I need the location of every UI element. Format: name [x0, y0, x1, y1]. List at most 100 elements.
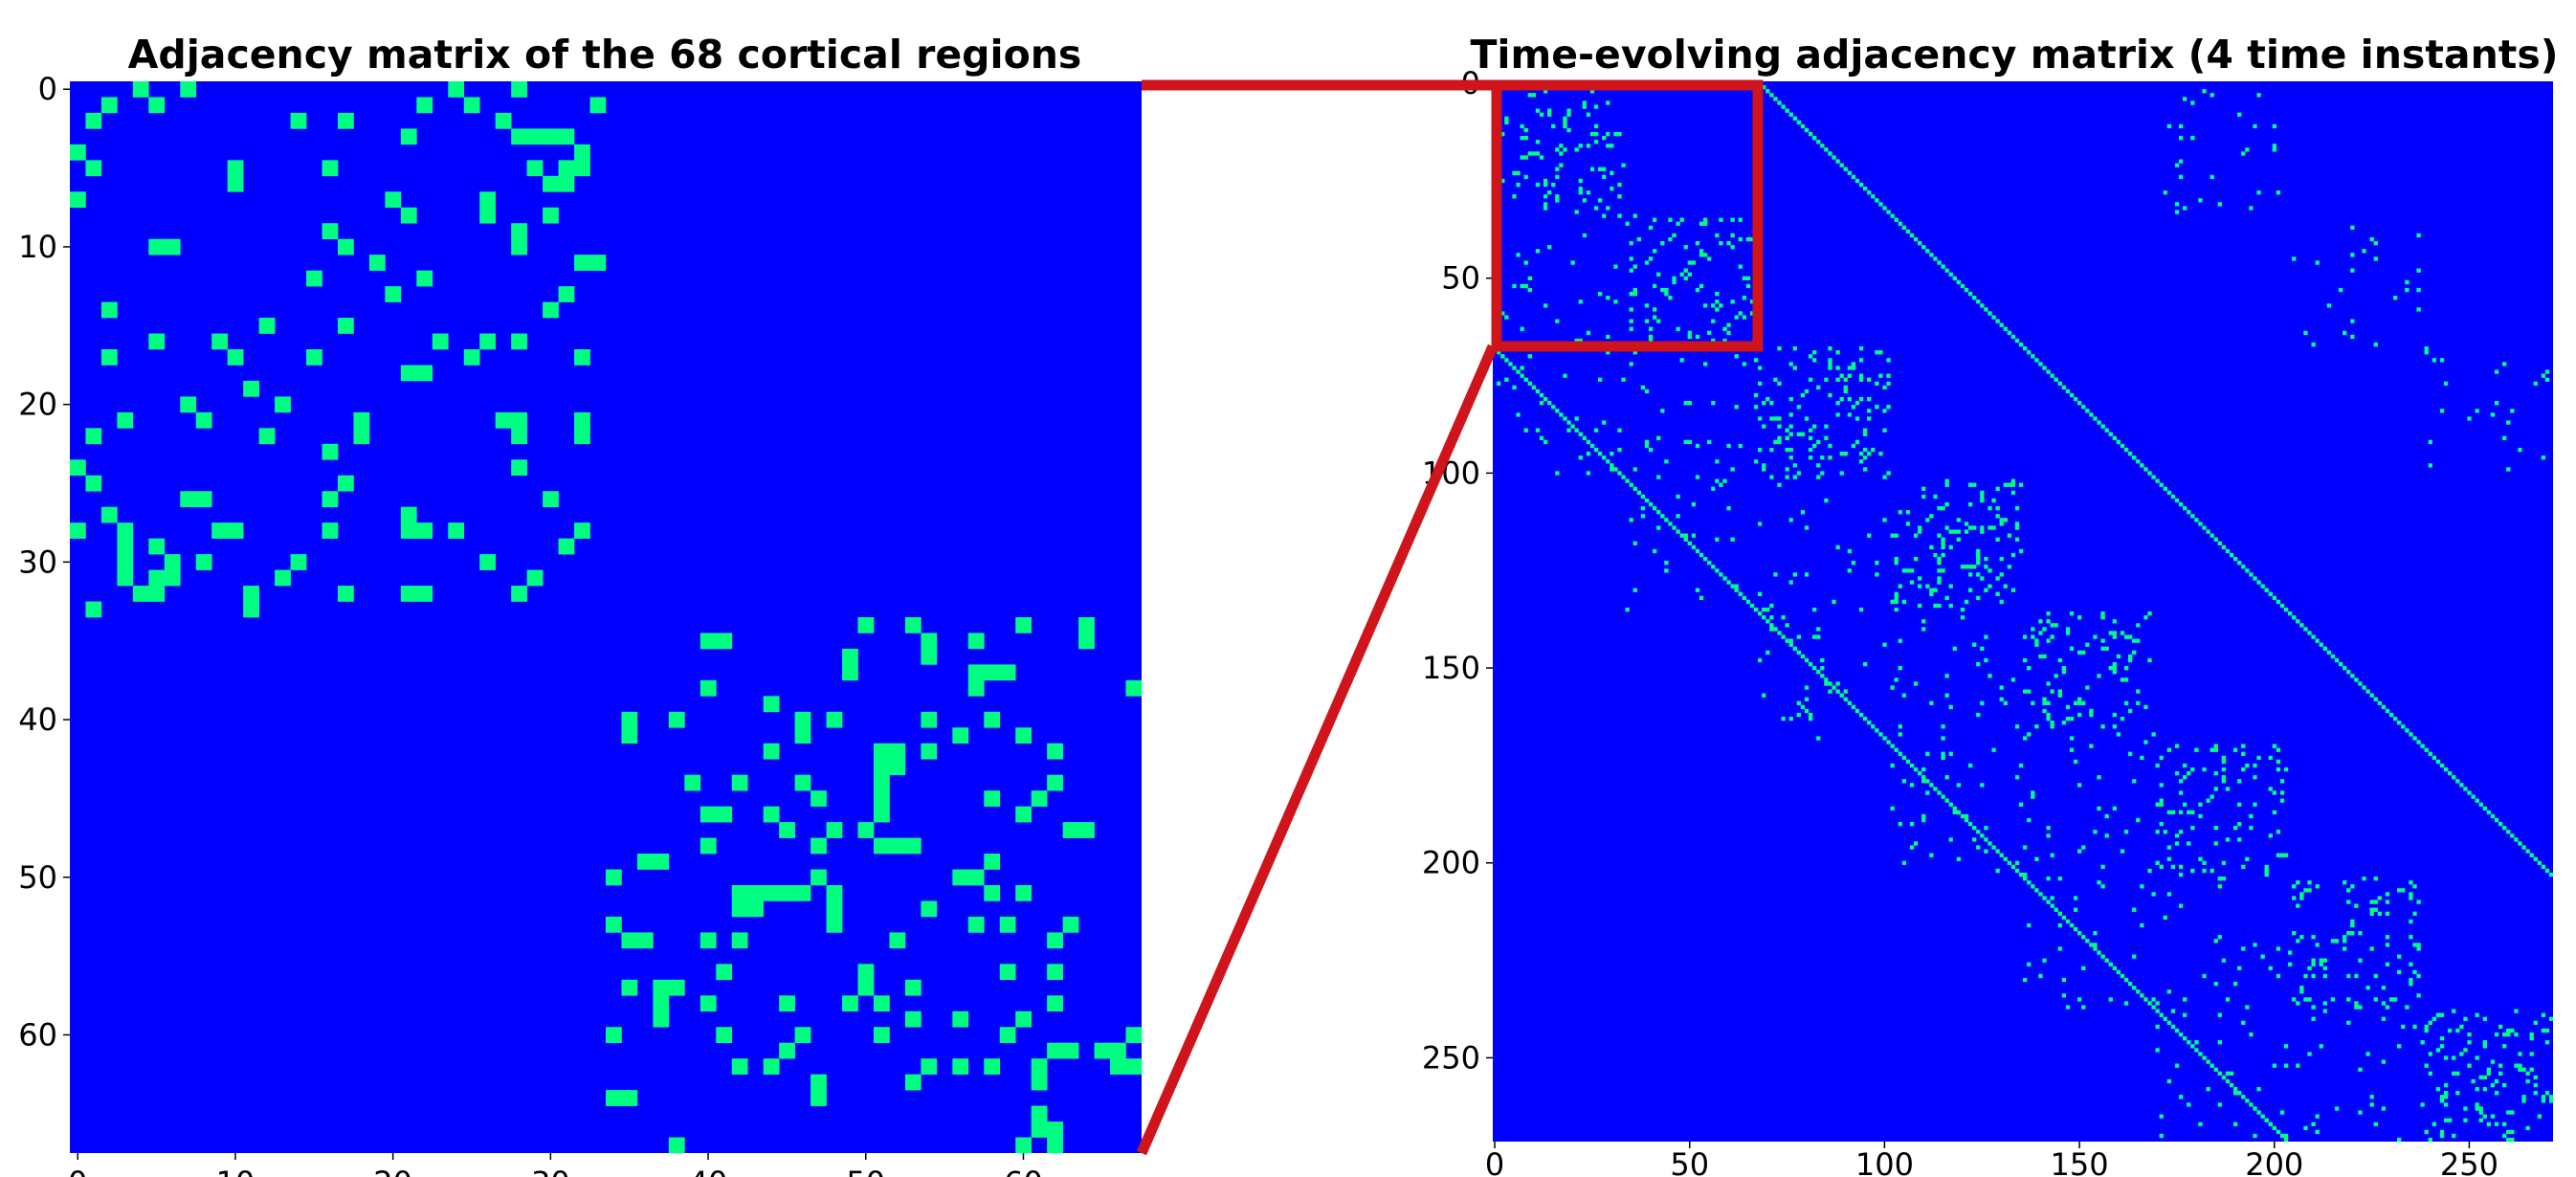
right-heatmap-cell: [1929, 700, 1934, 706]
right-heatmap-cell: [1586, 451, 1591, 456]
right-heatmap-cell: [1788, 642, 1793, 647]
right-heatmap-cell: [2482, 806, 2487, 811]
right-heatmap-cell: [2018, 872, 2024, 877]
right-heatmap-cell: [2143, 997, 2148, 1002]
right-heatmap-cell: [1621, 377, 1626, 382]
right-heatmap-cell: [2241, 1020, 2246, 1026]
right-heatmap-cell: [2093, 931, 2098, 936]
right-heatmap-cell: [2140, 884, 2144, 889]
right-heatmap-cell: [2085, 939, 2090, 944]
right-heatmap-cell: [2541, 373, 2546, 378]
right-heatmap-cell: [2498, 1024, 2503, 1030]
right-heatmap-cell: [2140, 463, 2144, 468]
right-heatmap-cell: [2544, 369, 2550, 374]
right-heatmap-cell: [1816, 385, 1821, 390]
right-heatmap-cell: [2416, 307, 2421, 312]
right-heatmap-cell: [2428, 1071, 2432, 1076]
right-heatmap-cell: [1531, 151, 1537, 156]
right-heatmap-cell: [2163, 830, 2167, 834]
right-heatmap-cell: [2486, 810, 2492, 815]
right-heatmap-cell: [2467, 790, 2472, 795]
left-heatmap-cell: [984, 854, 1001, 870]
right-heatmap-cell: [2108, 432, 2113, 436]
right-heatmap-cell: [1843, 697, 1848, 701]
right-heatmap-cell: [2178, 174, 2184, 180]
right-heatmap-cell: [1999, 556, 2004, 562]
right-heatmap-cell: [2502, 826, 2507, 831]
right-heatmap-cell: [1898, 751, 1902, 756]
right-heatmap-cell: [2288, 611, 2293, 616]
left-heatmap-cell: [700, 633, 717, 650]
right-heatmap-cell: [2401, 888, 2406, 893]
left-heatmap-cell: [668, 711, 685, 728]
right-heatmap-cell: [1617, 213, 1622, 218]
right-heatmap-cell: [1555, 167, 1560, 171]
left-heatmap-cell: [794, 885, 811, 901]
right-heatmap-cell: [1758, 611, 1763, 616]
right-heatmap-cell: [2077, 650, 2082, 655]
right-heatmap-cell: [1691, 260, 1697, 265]
right-heatmap-cell: [2225, 548, 2231, 554]
right-heatmap-cell: [1563, 416, 1567, 421]
right-heatmap-cell: [1862, 467, 1868, 472]
right-heatmap-cell: [1738, 217, 1743, 222]
right-heatmap-cell: [1871, 194, 1876, 199]
right-heatmap-cell: [2077, 997, 2082, 1002]
right-heatmap-cell: [1960, 813, 1965, 819]
right-heatmap-cell: [2159, 1114, 2164, 1119]
right-y-tick-label: 200: [1422, 845, 1480, 881]
right-heatmap-cell: [1640, 514, 1646, 519]
right-heatmap-cell: [1543, 439, 1548, 445]
right-heatmap-cell: [2023, 689, 2028, 694]
right-heatmap-cell: [1702, 362, 1708, 366]
left-heatmap-cell: [779, 1042, 795, 1059]
right-heatmap-cell: [2085, 685, 2090, 690]
right-heatmap-cell: [2548, 1099, 2554, 1103]
right-heatmap-cell: [2268, 591, 2273, 596]
left-heatmap-cell: [1062, 822, 1079, 838]
right-heatmap-cell: [2362, 685, 2366, 690]
right-heatmap-cell: [1653, 307, 1657, 312]
left-heatmap-cell: [874, 790, 890, 807]
right-heatmap-cell: [1606, 296, 1610, 300]
left-heatmap-cell: [779, 822, 795, 838]
left-heatmap-cell: [85, 160, 102, 177]
right-heatmap-cell: [1578, 186, 1583, 191]
right-heatmap-cell: [2506, 1137, 2511, 1143]
right-heatmap-cell: [2151, 732, 2156, 737]
right-heatmap-cell: [2338, 287, 2343, 293]
right-heatmap-cell: [1742, 315, 1747, 320]
right-heatmap-cell: [1699, 552, 1704, 558]
right-heatmap-cell: [2279, 603, 2285, 609]
right-heatmap-cell: [1933, 787, 1938, 791]
right-heatmap-cell: [1984, 849, 1988, 854]
right-heatmap-cell: [2272, 744, 2277, 748]
right-heatmap-cell: [1621, 163, 1626, 167]
right-heatmap-cell: [1964, 287, 1969, 293]
right-heatmap-cell: [1676, 529, 1680, 534]
right-heatmap-cell: [1543, 89, 1548, 94]
left-heatmap-cell: [811, 1074, 827, 1091]
right-heatmap-cell: [1715, 568, 1720, 573]
right-heatmap-cell: [2292, 615, 2297, 620]
right-heatmap-cell: [1773, 416, 1778, 421]
right-heatmap-cell: [2268, 755, 2273, 761]
right-heatmap-cell: [1925, 584, 1930, 588]
right-heatmap-cell: [2136, 700, 2141, 706]
left-heatmap-cell: [826, 711, 843, 728]
right-heatmap-cell: [1933, 603, 1938, 609]
right-heatmap-cell: [2127, 981, 2133, 987]
right-heatmap-cell: [1683, 533, 1688, 538]
right-heatmap-cell: [1796, 120, 1802, 125]
right-heatmap-cell: [1944, 798, 1949, 803]
left-heatmap-cell: [400, 522, 417, 539]
right-heatmap-cell: [2081, 966, 2086, 971]
right-heatmap-cell: [1804, 127, 1810, 133]
left-heatmap-cell: [322, 160, 339, 177]
right-heatmap-cell: [1854, 708, 1860, 714]
right-heatmap-cell: [2510, 833, 2515, 838]
right-heatmap-cell: [2132, 779, 2137, 784]
right-heatmap-cell: [2385, 899, 2390, 904]
right-heatmap-cell: [1539, 155, 1544, 160]
right-heatmap-cell: [1629, 241, 1633, 246]
